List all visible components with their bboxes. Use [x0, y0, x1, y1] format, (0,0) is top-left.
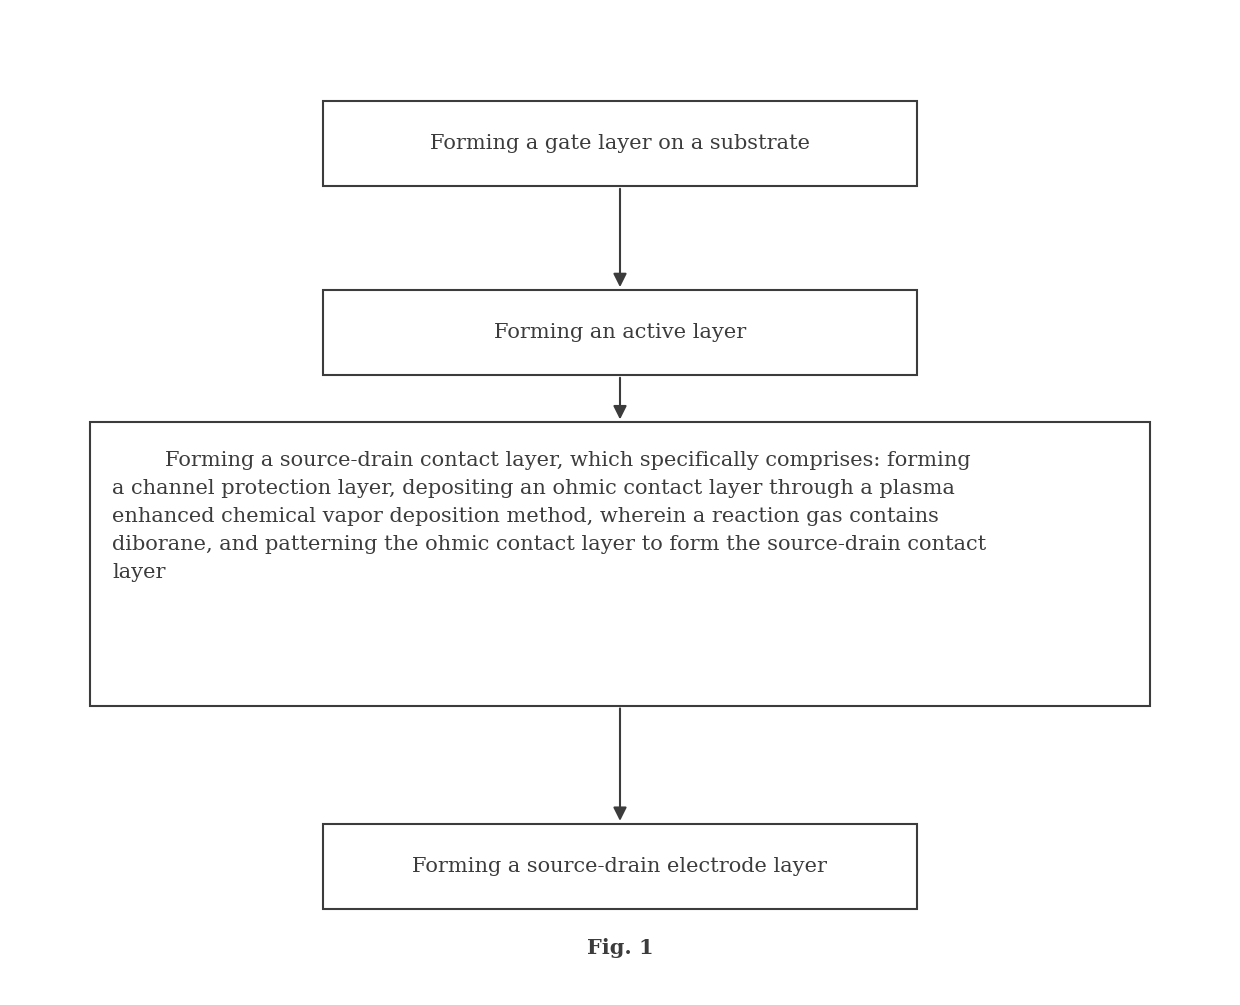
FancyBboxPatch shape	[324, 289, 916, 375]
FancyBboxPatch shape	[324, 102, 916, 186]
Text: Forming a gate layer on a substrate: Forming a gate layer on a substrate	[430, 134, 810, 153]
Text: Forming an active layer: Forming an active layer	[494, 323, 746, 342]
FancyBboxPatch shape	[89, 422, 1151, 706]
Text: Fig. 1: Fig. 1	[587, 939, 653, 959]
Text: Forming a source-drain electrode layer: Forming a source-drain electrode layer	[413, 856, 827, 875]
Text: Forming a source-drain contact layer, which specifically comprises: forming
a ch: Forming a source-drain contact layer, wh…	[113, 450, 987, 582]
FancyBboxPatch shape	[324, 824, 916, 909]
